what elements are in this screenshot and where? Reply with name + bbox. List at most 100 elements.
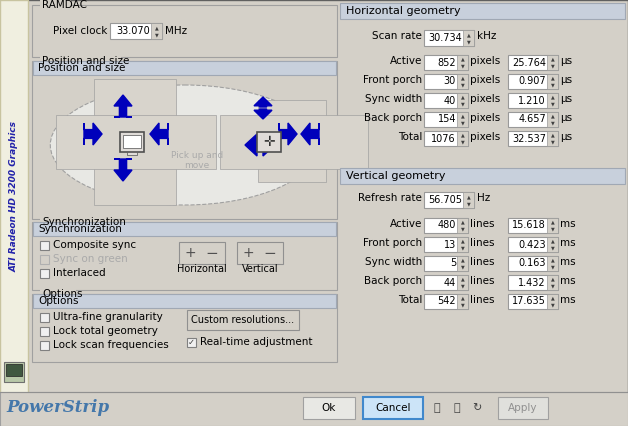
Text: ▲: ▲: [460, 133, 464, 138]
Text: Position and size: Position and size: [38, 63, 126, 73]
Bar: [457, 131, 468, 146]
Text: +: +: [242, 246, 254, 260]
Bar: [40, 56, 121, 66]
Bar: [363, 397, 423, 419]
Text: Composite sync: Composite sync: [53, 240, 136, 250]
Text: ▲: ▲: [460, 114, 464, 119]
Text: ▲: ▲: [551, 133, 555, 138]
Bar: [33, 61, 336, 75]
Text: lines: lines: [470, 257, 494, 267]
Bar: [547, 74, 558, 89]
Text: Back porch: Back porch: [364, 113, 422, 123]
Text: ▼: ▼: [551, 283, 555, 288]
Text: lines: lines: [470, 295, 494, 305]
Bar: [508, 55, 558, 70]
Bar: [40, 255, 49, 264]
Bar: [187, 310, 299, 330]
Text: ms: ms: [560, 295, 576, 305]
Text: Horizontal: Horizontal: [177, 264, 227, 274]
Text: 4.657: 4.657: [518, 115, 546, 124]
Text: μs: μs: [560, 56, 572, 66]
Bar: [123, 135, 141, 148]
Text: μs: μs: [560, 94, 572, 104]
Bar: [424, 112, 468, 127]
Bar: [508, 131, 558, 146]
Bar: [56, 115, 216, 169]
Text: lines: lines: [470, 276, 494, 286]
Bar: [424, 55, 468, 70]
Bar: [457, 294, 468, 309]
Bar: [457, 275, 468, 290]
Bar: [32, 294, 337, 362]
Text: ✓: ✓: [188, 338, 195, 347]
Bar: [457, 55, 468, 70]
Text: Vertical: Vertical: [242, 264, 278, 274]
Text: Synchronization: Synchronization: [42, 217, 126, 227]
Bar: [40, 341, 49, 350]
Bar: [258, 100, 326, 182]
Text: ▼: ▼: [467, 201, 470, 206]
Bar: [547, 275, 558, 290]
Polygon shape: [114, 95, 132, 117]
Text: ▲: ▲: [460, 57, 464, 62]
Text: μs: μs: [560, 113, 572, 123]
Bar: [547, 237, 558, 252]
Text: ▼: ▼: [460, 101, 464, 106]
Text: ▼: ▼: [460, 302, 464, 307]
Bar: [40, 217, 112, 227]
Text: Cancel: Cancel: [376, 403, 411, 413]
Text: ▼: ▼: [551, 139, 555, 144]
Text: ▲: ▲: [460, 76, 464, 81]
Bar: [547, 131, 558, 146]
Text: ms: ms: [560, 219, 576, 229]
Text: ▼: ▼: [551, 63, 555, 68]
Bar: [457, 218, 468, 233]
Text: ▲: ▲: [460, 239, 464, 244]
Text: ▼: ▼: [460, 283, 464, 288]
Bar: [40, 313, 49, 322]
Text: 1076: 1076: [431, 133, 456, 144]
Text: ▲: ▲: [460, 296, 464, 301]
Bar: [40, 327, 49, 336]
Text: PowerStrip: PowerStrip: [6, 400, 109, 417]
Polygon shape: [245, 134, 259, 156]
Text: +: +: [184, 246, 196, 260]
Text: −: −: [205, 245, 219, 261]
Text: Apply: Apply: [508, 403, 538, 413]
Text: ▼: ▼: [551, 82, 555, 87]
Polygon shape: [261, 134, 275, 156]
Bar: [340, 3, 625, 19]
Text: move: move: [185, 161, 210, 170]
Bar: [120, 132, 144, 152]
Polygon shape: [254, 97, 272, 107]
Text: ▲: ▲: [551, 239, 555, 244]
Text: ✛: ✛: [263, 135, 275, 149]
Text: Vertical geometry: Vertical geometry: [346, 171, 445, 181]
Text: 852: 852: [437, 58, 456, 67]
Text: μs: μs: [560, 75, 572, 85]
Text: ▲: ▲: [551, 76, 555, 81]
Text: Sync width: Sync width: [365, 257, 422, 267]
Bar: [0, 392, 628, 426]
Text: ▲: ▲: [551, 258, 555, 263]
Text: 17.635: 17.635: [512, 296, 546, 306]
Bar: [237, 242, 283, 264]
Text: 0.163: 0.163: [519, 259, 546, 268]
Text: Custom resolutions...: Custom resolutions...: [192, 315, 295, 325]
Text: 40: 40: [444, 95, 456, 106]
Text: Back porch: Back porch: [364, 276, 422, 286]
Bar: [40, 289, 75, 299]
Text: 56.705: 56.705: [428, 195, 462, 205]
Text: ms: ms: [560, 238, 576, 248]
Text: 5: 5: [450, 259, 456, 268]
Bar: [303, 397, 355, 419]
Polygon shape: [301, 123, 319, 145]
Bar: [508, 294, 558, 309]
Text: 15.618: 15.618: [512, 221, 546, 230]
Bar: [508, 256, 558, 271]
Text: −: −: [264, 245, 276, 261]
Bar: [457, 237, 468, 252]
Bar: [547, 294, 558, 309]
Text: Active: Active: [389, 56, 422, 66]
Bar: [40, 0, 71, 10]
